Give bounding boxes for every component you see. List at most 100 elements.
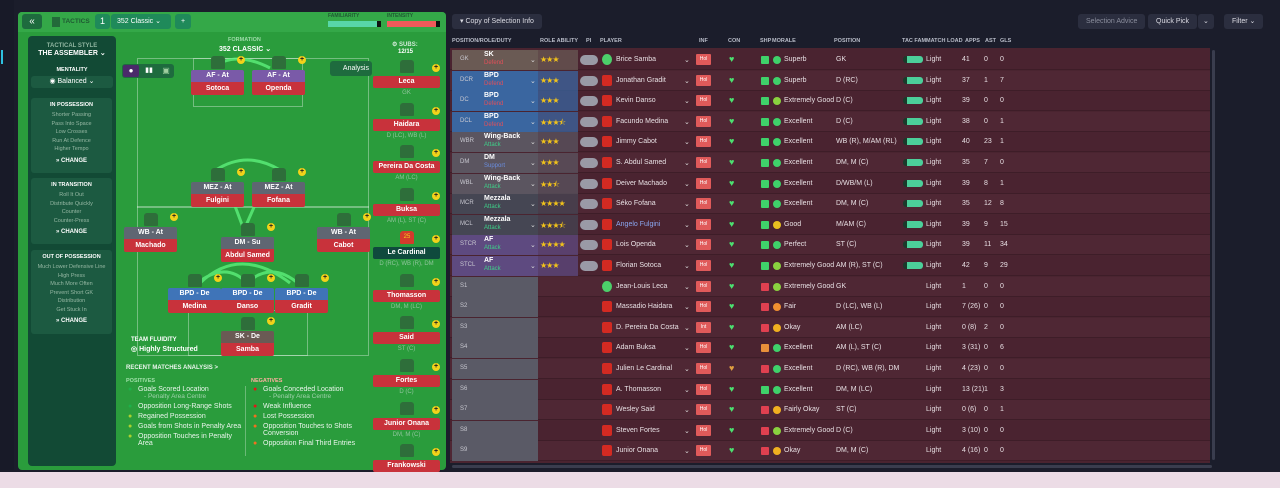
player-role[interactable]: BPD - De: [168, 288, 221, 300]
role-dropdown[interactable]: ⌄: [530, 139, 536, 147]
swap-player-icon[interactable]: +: [237, 56, 245, 64]
pitch-player-card[interactable]: AF - At Sotoca: [191, 70, 244, 95]
swap-player-icon[interactable]: +: [214, 274, 222, 282]
player-instructions-icon[interactable]: [580, 116, 598, 127]
role-dropdown[interactable]: ⌄: [530, 160, 536, 167]
sub-player[interactable]: Pereira Da Costa AM (LC): [373, 161, 440, 181]
table-row[interactable]: DM DM Support ⌄ ★★★ S. Abdul Samed ⌄ Hol ♥ Excell…: [450, 153, 1210, 173]
sub-player[interactable]: Said ST (C): [373, 332, 440, 352]
sub-player[interactable]: Thomasson DM, M (LC): [373, 289, 440, 310]
change-in-transition-button[interactable]: » CHANGE: [55, 229, 88, 235]
player-name[interactable]: Openda: [252, 82, 305, 95]
sub-name[interactable]: Haidara: [373, 118, 440, 131]
player-name[interactable]: Medina: [168, 300, 221, 313]
table-row[interactable]: S8 Steven Fortes ⌄ Hol ♥ Extremely Good D (C) L…: [450, 420, 1210, 441]
role-dropdown[interactable]: ⌄: [530, 263, 536, 270]
table-row[interactable]: S2 Massadio Haidara ⌄ Hol ♥ Fair D (LC), WB (L…: [450, 297, 1210, 318]
player-role[interactable]: AF - At: [252, 70, 305, 82]
player-instructions-icon[interactable]: [580, 219, 598, 230]
column-header[interactable]: SHP: [760, 38, 772, 44]
player-instructions-icon[interactable]: [580, 55, 598, 65]
horizontal-scrollbar[interactable]: [452, 465, 1212, 468]
column-header[interactable]: ROLE ABILITY: [540, 38, 578, 44]
player-dropdown[interactable]: ⌄: [684, 118, 690, 126]
sub-name[interactable]: Junior Onana: [373, 417, 440, 430]
player-dropdown[interactable]: ⌄: [684, 160, 690, 167]
add-tactic-button[interactable]: +: [175, 14, 191, 29]
table-row[interactable]: MCL Mezzala Attack ⌄ ★★★⯪ Angelo Fulgini ⌄ Hol ♥…: [450, 214, 1210, 235]
column-header[interactable]: POSITION/ROLE/DUTY: [452, 38, 512, 44]
sub-name[interactable]: Thomasson: [373, 289, 440, 302]
column-header[interactable]: PI: [586, 38, 592, 44]
player-view-icon[interactable]: ●: [123, 65, 139, 77]
change-out-of-possession-button[interactable]: » CHANGE: [55, 318, 88, 324]
player-dropdown[interactable]: ⌄: [684, 139, 690, 147]
table-row[interactable]: S1 Jean-Louis Leca ⌄ Hol ♥ Extremely Good GK Li…: [450, 276, 1210, 297]
add-sub-icon[interactable]: +: [432, 320, 440, 329]
player-dropdown[interactable]: ⌄: [684, 283, 690, 291]
player-name[interactable]: Abdul Samed: [221, 249, 274, 262]
player-instructions-icon[interactable]: [580, 199, 598, 210]
column-header[interactable]: MORALE: [772, 38, 796, 44]
column-header[interactable]: AST: [985, 38, 996, 44]
player-dropdown[interactable]: ⌄: [684, 448, 690, 456]
player-dropdown[interactable]: ⌄: [684, 304, 690, 312]
table-row[interactable]: DCR BPD Defend ⌄ ★★★ Jonathan Gradit ⌄ Hol ♥ Supe…: [450, 70, 1210, 91]
table-row[interactable]: WBL Wing-Back Attack ⌄ ★★⯪ Deiver Machado ⌄ Hol…: [450, 173, 1210, 194]
table-row[interactable]: S5 Julien Le Cardinal ⌄ Hol ♥ Excellent D (RC)…: [450, 359, 1210, 379]
column-header[interactable]: INF: [699, 38, 708, 44]
column-header[interactable]: PLAYER: [600, 38, 622, 44]
swap-player-icon[interactable]: +: [267, 274, 275, 282]
sub-name[interactable]: Le Cardinal: [373, 246, 440, 259]
column-header[interactable]: APPS: [965, 38, 980, 44]
player-instructions-icon[interactable]: [580, 261, 598, 271]
copy-selection-info-button[interactable]: ▾ Copy of Selection Info: [452, 14, 542, 29]
add-sub-icon[interactable]: +: [432, 448, 440, 457]
swap-player-icon[interactable]: +: [363, 213, 371, 221]
add-sub-icon[interactable]: +: [432, 64, 440, 72]
table-row[interactable]: S6 A. Thomasson ⌄ Hol ♥ Excellent DM, M (LC) Li…: [450, 379, 1210, 400]
player-role[interactable]: AF - At: [191, 70, 244, 82]
pitch-player-card[interactable]: DM - Su Abdul Samed: [221, 237, 274, 262]
sub-name[interactable]: Fortes: [373, 374, 440, 387]
player-name[interactable]: Gradit: [275, 300, 328, 313]
add-sub-icon[interactable]: +: [432, 405, 440, 414]
pitch-player-card[interactable]: SK - De Samba: [221, 331, 274, 356]
tactical-style-select[interactable]: THE ASSEMBLER ⌄: [38, 50, 106, 57]
swap-player-icon[interactable]: +: [237, 168, 245, 176]
player-instructions-icon[interactable]: [580, 96, 598, 107]
player-dropdown[interactable]: ⌄: [684, 77, 690, 85]
role-dropdown[interactable]: ⌄: [530, 180, 536, 188]
role-dropdown[interactable]: ⌄: [530, 98, 536, 106]
formation-select[interactable]: 352 CLASSIC ⌄: [219, 46, 272, 53]
player-role[interactable]: MEZ - At: [191, 182, 244, 194]
role-dropdown[interactable]: ⌄: [530, 118, 536, 126]
table-row[interactable]: DC BPD Defend ⌄ ★★★ Kevin Danso ⌄ Hol ♥ Extremely…: [450, 91, 1210, 112]
player-name[interactable]: Samba: [221, 343, 274, 356]
player-name[interactable]: Cabot: [317, 239, 370, 252]
add-sub-icon[interactable]: +: [432, 106, 440, 115]
sub-name[interactable]: Buksa: [373, 204, 440, 217]
filter-button[interactable]: Filter ⌄: [1224, 14, 1264, 29]
player-name[interactable]: Machado: [124, 239, 177, 252]
column-header[interactable]: TAC FAM: [902, 38, 927, 44]
sub-name[interactable]: Leca: [373, 76, 440, 88]
table-row[interactable]: S4 Adam Buksa ⌄ Hol ♥ Excellent AM (L), ST (C)…: [450, 338, 1210, 359]
collapse-button[interactable]: «: [22, 14, 42, 29]
player-dropdown[interactable]: ⌄: [684, 427, 690, 435]
player-dropdown[interactable]: ⌄: [684, 324, 690, 332]
table-row[interactable]: GK SK Defend ⌄ ★★★ Brice Samba ⌄ Hol ♥ Superb GK Li…: [450, 50, 1210, 70]
pitch-player-card[interactable]: MEZ - At Fulgini: [191, 182, 244, 207]
column-header[interactable]: MATCH LOAD: [926, 38, 963, 44]
table-row[interactable]: WBR Wing-Back Attack ⌄ ★★★ Jimmy Cabot ⌄ Hol ♥ Ex…: [450, 132, 1210, 153]
add-sub-icon[interactable]: +: [432, 149, 440, 158]
role-dropdown[interactable]: ⌄: [530, 57, 536, 64]
player-role[interactable]: MEZ - At: [252, 182, 305, 194]
player-instructions-icon[interactable]: [580, 75, 598, 86]
table-row[interactable]: MCR Mezzala Attack ⌄ ★★★★ Séko Fofana ⌄ Hol ♥ Exc…: [450, 194, 1210, 215]
swap-player-icon[interactable]: +: [298, 168, 306, 176]
player-role[interactable]: WB - At: [124, 227, 177, 239]
player-dropdown[interactable]: ⌄: [684, 242, 690, 250]
recent-matches-analysis-link[interactable]: RECENT MATCHES ANALYSIS >: [126, 365, 218, 371]
player-dropdown[interactable]: ⌄: [684, 366, 690, 373]
